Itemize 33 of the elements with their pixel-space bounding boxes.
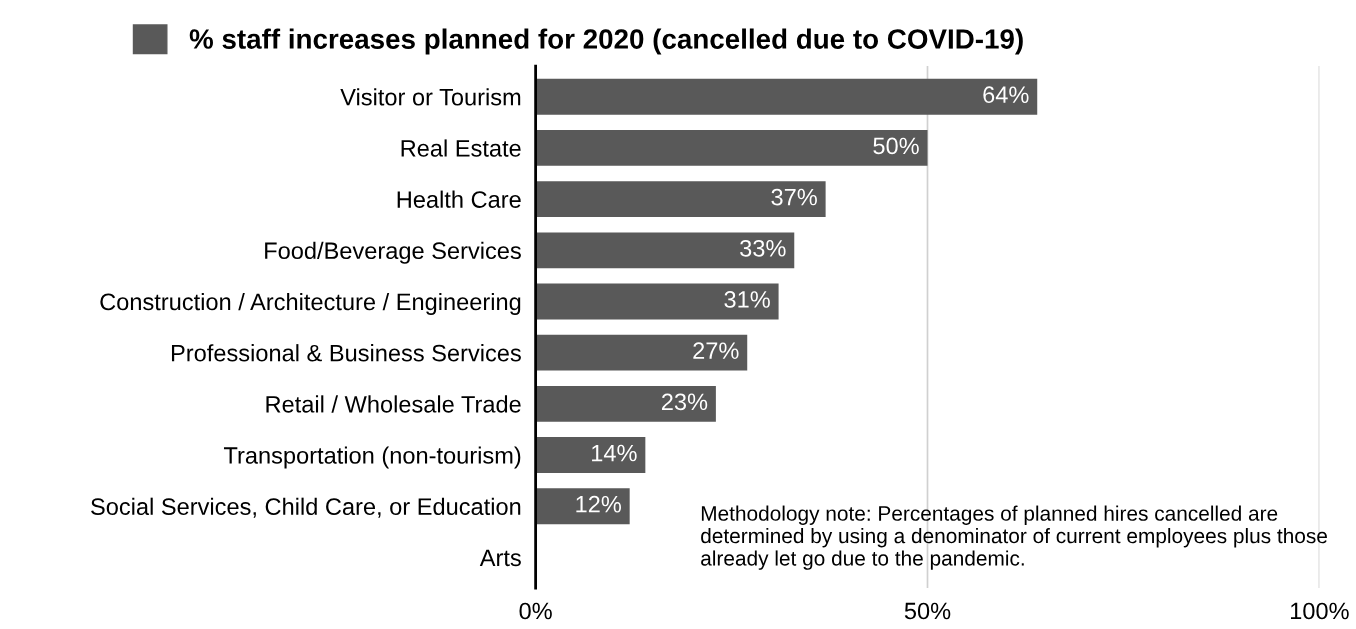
x-tick-label: 0% [519, 602, 552, 620]
y-tick-label: Retail / Wholesale Trade [266, 395, 521, 413]
x-tick-label: 50% [904, 602, 951, 620]
bar [535, 78, 1038, 115]
bar [535, 283, 779, 320]
data-label: 14% [592, 444, 637, 462]
bar [535, 437, 646, 473]
bar [535, 334, 748, 371]
y-tick-label: Visitor or Tourism [340, 88, 521, 106]
bar [535, 488, 630, 525]
bar [535, 385, 716, 422]
data-label: 37% [771, 188, 817, 206]
data-label: 27% [693, 342, 739, 359]
bar [535, 181, 826, 218]
data-label: 64% [983, 86, 1029, 104]
y-tick-label: Transportation (non-tourism) [223, 446, 521, 469]
y-tick-label: Social Services, Child Care, or Education [91, 497, 521, 518]
y-tick-label: Food/Beverage Services [265, 241, 521, 264]
legend-label: % staff increases planned for 2020 (cancelled due to COVID-19) [189, 28, 1023, 55]
y-tick-label: Health Care [397, 190, 521, 208]
annotation: Methodology note: Percentages of planned hires cancelled are determined by using a denominator of current employees plus those already let go due to the pandemic. [701, 505, 1327, 570]
y-tick-label: Real Estate [401, 139, 521, 157]
x-tick-label: 100% [1291, 602, 1349, 620]
data-label: 23% [661, 393, 708, 411]
data-label: 50% [873, 137, 919, 155]
bar [535, 130, 928, 166]
data-label: 33% [740, 239, 786, 257]
y-tick-label: Construction / Architecture / Engineering [100, 292, 521, 315]
y-tick-label: Arts [479, 549, 521, 567]
bar [535, 232, 795, 269]
data-label: 12% [576, 495, 621, 513]
data-label: 31% [724, 291, 770, 308]
y-tick-label: Professional & Business Services [171, 344, 521, 362]
